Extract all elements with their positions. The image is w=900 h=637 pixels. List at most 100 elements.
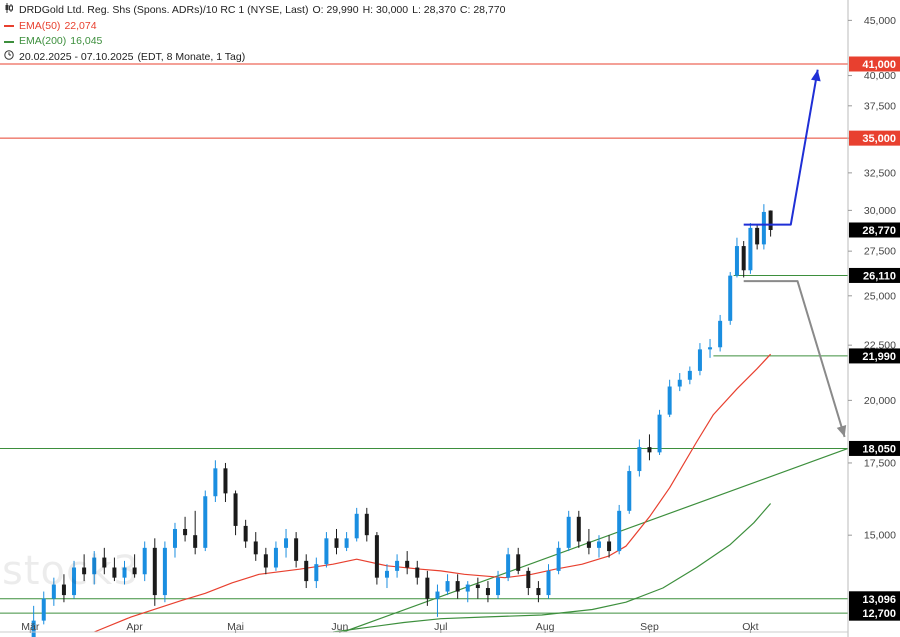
candle-body [213,468,218,497]
candle-body [485,588,490,596]
y-tick-label: 40,000 [864,70,896,82]
candle-body [41,598,46,621]
y-tick-label: 20,000 [864,395,896,407]
candle-body [364,513,369,536]
candle-body [405,560,410,568]
candle-body [607,541,612,552]
chart-legend: DRDGold Ltd. Reg. Shs (Spons. ADRs)/10 R… [4,3,505,65]
legend-range: 20.02.2025 - 07.10.2025 [19,50,134,63]
candle-body [761,211,766,245]
level-badge-label: 26,110 [863,270,896,282]
candle-body [586,541,591,548]
candle-body [734,246,739,276]
candle-body [223,468,228,494]
y-tick-label: 37,500 [864,100,896,112]
legend-range-row: 20.02.2025 - 07.10.2025 (EDT, 8 Monate, … [4,49,505,66]
candle-body [708,347,713,350]
candle-body [728,275,733,321]
candle-body [243,525,248,542]
candle-body [415,567,420,578]
level-badge [849,56,900,72]
legend-ema50-value: 22,074 [64,19,97,32]
clock-icon [4,49,14,66]
last-price-badge [849,222,900,238]
candle-body [536,588,541,596]
legend-open: O: 29,990 [312,4,359,16]
candle-body [51,584,56,599]
candle-body [132,567,137,575]
candle-body [768,210,773,230]
candle-body [72,567,77,596]
candle-body [526,570,531,589]
candle-body [566,516,571,548]
candle-body [435,591,440,599]
legend-ema50-row[interactable]: EMA(50) 22,074 [4,19,505,35]
y-tick-label: 27,500 [864,246,896,258]
candle-body [183,528,188,536]
x-tick-label: Aug [536,621,555,633]
forecast-up-arrow-head [811,69,821,82]
candle-body [475,584,480,589]
candlestick-icon [4,3,14,19]
candle-body [687,370,692,380]
candle-body [637,447,642,472]
forecast-down-arrow [743,280,846,438]
candle-body [395,560,400,571]
candle-body [253,541,258,555]
candle-body [314,564,319,582]
ema200-swatch [4,40,14,43]
candle-body [465,584,470,592]
x-tick-label: Mär [21,621,40,633]
legend-ema50-label: EMA(50) [19,19,61,32]
candle-body [455,581,460,592]
x-tick-label: Jun [331,621,348,633]
x-tick-label: Mai [227,621,244,633]
y-tick-label: 30,000 [864,205,896,217]
candle-body [617,510,622,552]
candle-body [304,560,309,582]
ema50-line [93,353,772,633]
candle-body [92,557,97,575]
level-badge [849,348,900,364]
candle-body [203,496,208,548]
candle-body [697,349,702,371]
level-badge-label: 13,096 [862,594,896,606]
candle-body [172,528,177,548]
candle-body [233,493,238,526]
forecast-up-arrow [743,69,819,226]
candle-body [122,567,127,578]
candle-body [425,577,430,599]
legend-ema200-value: 16,045 [70,35,103,47]
candle-body [647,447,652,453]
candle-body [445,581,450,592]
level-badge-label: 12,700 [862,608,896,620]
candle-body [667,386,672,415]
candle-body [284,538,289,548]
candle-body [374,535,379,578]
level-badge [849,440,900,456]
x-tick-label: Sep [640,621,659,633]
y-tick-label: 32,500 [864,167,896,179]
candle-body [344,538,349,548]
y-tick-label: 45,000 [864,15,896,27]
legend-instrument-row: DRDGold Ltd. Reg. Shs (Spons. ADRs)/10 R… [4,3,505,19]
candle-body [193,535,198,548]
candle-body [755,227,760,245]
legend-close: C: 28,770 [459,4,506,16]
candle-body [112,567,117,578]
level-badge [849,130,900,146]
x-tick-label: Jul [434,621,447,633]
level-badge [849,605,900,621]
candle-body [718,320,723,348]
legend-range-info: (EDT, 8 Monate, 1 Tag) [137,50,246,63]
candle-body [384,570,389,578]
ema50-swatch [4,25,14,28]
candle-body [556,547,561,571]
candle-body [152,547,157,596]
watermark: stock3 [2,548,140,594]
y-tick-label: 25,000 [864,290,896,302]
level-badge [849,591,900,607]
legend-ema200-row[interactable]: EMA(200) 16,045 [4,34,505,50]
candle-body [82,567,87,575]
